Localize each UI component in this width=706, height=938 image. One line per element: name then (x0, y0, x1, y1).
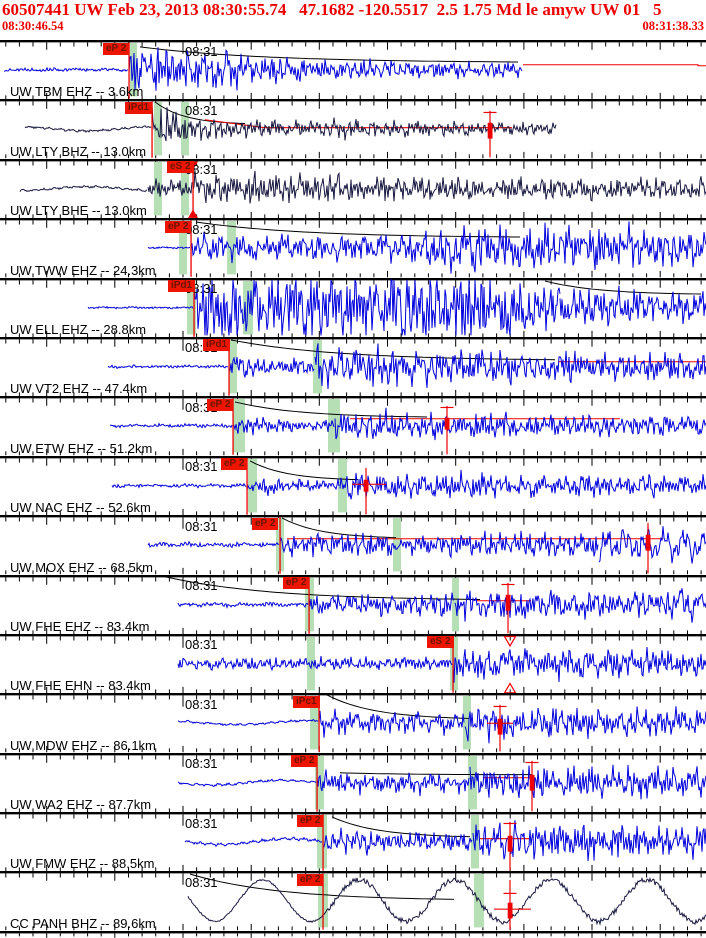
trace-canvas[interactable] (0, 158, 706, 219)
pick-flag[interactable]: eP 2 (103, 42, 130, 55)
trace-canvas[interactable] (0, 218, 706, 278)
trace-canvas[interactable] (0, 633, 706, 694)
trace-canvas[interactable] (0, 336, 706, 397)
minute-label: 08:31 (185, 637, 218, 653)
minute-label: 08:31 (185, 756, 218, 772)
pick-flag[interactable]: eP 2 (297, 814, 324, 827)
pick-flag[interactable]: eP 2 (207, 398, 234, 411)
station-label: UW MDW EHZ -- 86.1km (10, 737, 156, 753)
minute-label: 08:31 (185, 815, 218, 831)
minute-label: 08:31 (185, 518, 218, 534)
trace-canvas[interactable] (0, 752, 706, 812)
trace-canvas[interactable] (0, 455, 706, 516)
station-label: UW TWW EHZ -- 24.3km (10, 262, 156, 278)
minute-label: 08:31 (185, 578, 218, 594)
trace-canvas[interactable] (0, 693, 706, 753)
trace-row[interactable]: 08:31 eP 2 UW NAC EHZ -- 52.6km (0, 455, 706, 516)
trace-canvas[interactable] (0, 40, 706, 100)
event-summary-line: 60507441 UW Feb 23, 2013 08:30:55.74 47.… (2, 0, 662, 19)
trace-row[interactable]: 08:31 eP 2 UW ETW EHZ -- 51.2km (0, 396, 706, 456)
station-label: UW WA2 EHZ -- 87.7km (10, 797, 152, 813)
trace-row[interactable]: 08:31 eS 2 UW LTY BHE -- 13.0km (0, 158, 706, 219)
minute-label: 08:31 (185, 43, 218, 59)
station-label: UW TBM EHZ -- 3.6km (10, 84, 144, 100)
trace-row[interactable]: 08:31 eS 2 UW FHE EHN -- 83.4km (0, 633, 706, 694)
window-start-time: 08:30:46.54 (2, 19, 64, 33)
trace-canvas[interactable] (0, 574, 706, 634)
trace-row[interactable]: 08:31 eP 2 UW MOX EHZ -- 68.5km (0, 515, 706, 575)
trace-row[interactable]: 08:31 iPd1 UW VT2 EHZ -- 47.4km (0, 336, 706, 397)
pick-flag[interactable]: iPd1 (168, 280, 196, 293)
trace-row[interactable]: 08:31 iPc1 UW MDW EHZ -- 86.1km (0, 693, 706, 753)
pick-flag[interactable]: eS 2 (427, 636, 454, 649)
trace-canvas[interactable] (0, 812, 706, 872)
bottom-ruler (0, 930, 706, 938)
pick-flag[interactable]: iPd1 (203, 339, 231, 352)
trace-row[interactable]: 08:31 eP 2 UW WA2 EHZ -- 87.7km (0, 752, 706, 813)
station-label: UW NAC EHZ -- 52.6km (10, 500, 151, 516)
pick-flag[interactable]: eP 2 (291, 755, 318, 768)
trace-row[interactable]: 08:31 iPd1 UW ELL EHZ -- 28.8km (0, 277, 706, 337)
minute-label: 08:31 (185, 102, 218, 118)
pick-flag[interactable]: eP 2 (165, 220, 192, 233)
minute-label: 08:31 (185, 221, 218, 237)
pick-flag[interactable]: eS 2 (167, 161, 194, 174)
waveform-list: 08:31 eP 2 UW TBM EHZ -- 3.6km 08:31 iPd… (0, 40, 706, 931)
station-label: UW VT2 EHZ -- 47.4km (10, 381, 148, 397)
trace-row[interactable]: 08:31 eP 2 UW FMW EHZ -- 88.5km (0, 812, 706, 871)
station-label: UW ETW EHZ -- 51.2km (10, 440, 153, 456)
trace-row[interactable]: 08:31 eP 2 UW FHE EHZ -- 83.4km (0, 574, 706, 634)
trace-row[interactable]: 08:31 eP 2 UW TBM EHZ -- 3.6km (0, 40, 706, 99)
minute-label: 08:31 (185, 696, 218, 712)
pick-flag[interactable]: eP 2 (221, 458, 248, 471)
pick-flag[interactable]: iPc1 (293, 695, 320, 708)
trace-canvas[interactable] (0, 396, 706, 456)
station-label: UW FMW EHZ -- 88.5km (10, 856, 155, 872)
pick-flag[interactable]: iPd1 (125, 101, 153, 114)
minute-label: 08:31 (185, 874, 218, 890)
trace-canvas[interactable] (0, 277, 706, 337)
pick-flag[interactable]: eP 2 (252, 517, 279, 530)
minute-label: 08:31 (185, 459, 218, 475)
event-header: 60507441 UW Feb 23, 2013 08:30:55.74 47.… (0, 0, 706, 40)
station-label: UW FHE EHN -- 83.4km (10, 678, 151, 694)
trace-row[interactable]: 08:31 eP 2 CC PANH BHZ -- 89.6km (0, 871, 706, 931)
trace-row[interactable]: 08:31 eP 2 UW TWW EHZ -- 24.3km (0, 218, 706, 278)
trace-canvas[interactable] (0, 515, 706, 575)
station-label: UW MOX EHZ -- 68.5km (10, 559, 154, 575)
pick-flag[interactable]: eP 2 (283, 577, 310, 590)
station-label: UW ELL EHZ -- 28.8km (10, 321, 147, 337)
trace-canvas[interactable] (0, 99, 706, 159)
pick-flag[interactable]: eP 2 (297, 873, 324, 886)
station-label: UW LTY BHE -- 13.0km (10, 203, 147, 219)
window-end-time: 08:31:38.33 (642, 19, 704, 33)
station-label: UW FHE EHZ -- 83.4km (10, 618, 150, 634)
station-label: UW LTY BHZ -- 13.0km (10, 143, 147, 159)
trace-row[interactable]: 08:31 iPd1 UW LTY BHZ -- 13.0km (0, 99, 706, 159)
station-label: CC PANH BHZ -- 89.6km (10, 915, 156, 931)
